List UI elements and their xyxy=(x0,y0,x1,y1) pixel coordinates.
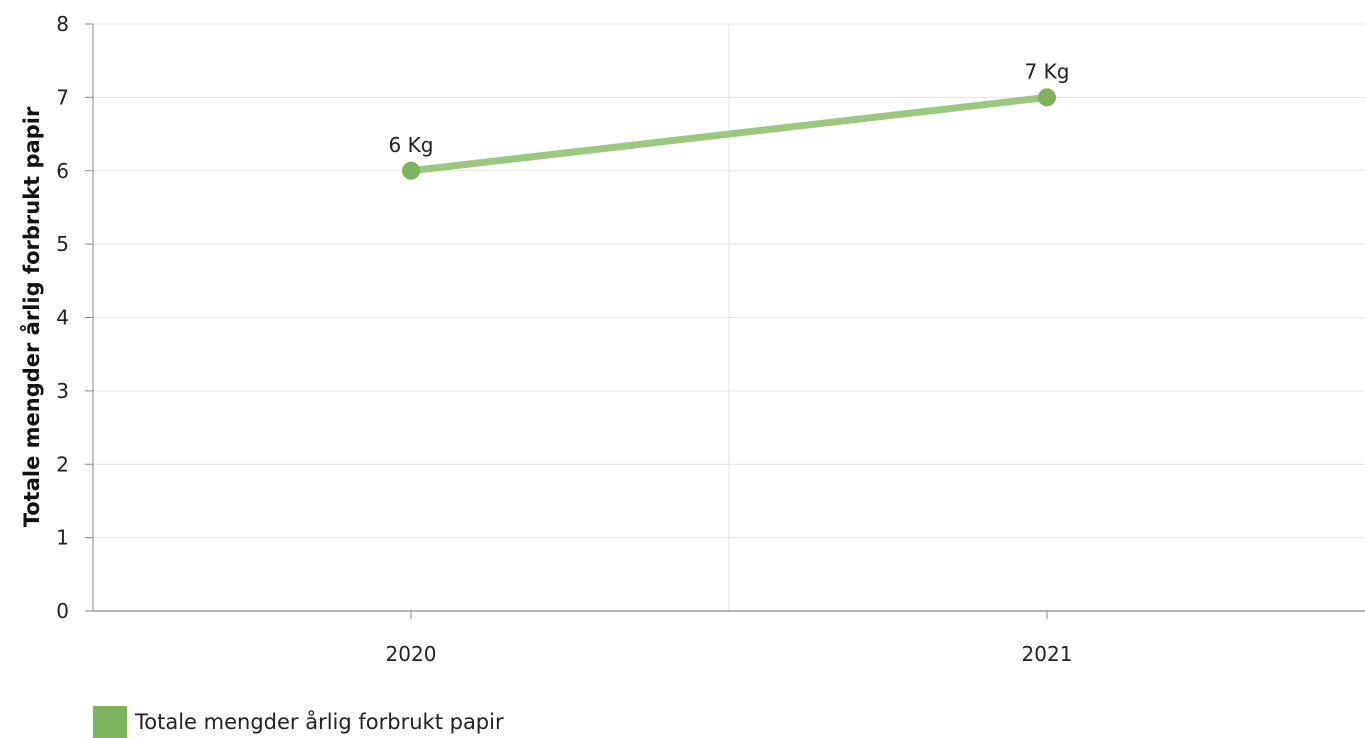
x-axis-ticks: 2020 2021 xyxy=(386,611,1073,666)
y-tick-label: 8 xyxy=(56,12,69,36)
line-chart: 0 1 2 3 4 5 6 7 8 2020 2021 6 Kg 7 Kg Totale mengd… xyxy=(19,12,1365,666)
y-tick-label: 0 xyxy=(56,599,69,623)
y-tick-label: 2 xyxy=(56,452,69,476)
data-label: 6 Kg xyxy=(389,133,434,157)
x-tick-label: 2021 xyxy=(1022,642,1073,666)
legend-swatch xyxy=(93,706,127,738)
y-tick-label: 5 xyxy=(56,232,69,256)
y-tick-label: 1 xyxy=(56,526,69,550)
x-tick-label: 2020 xyxy=(386,642,437,666)
y-tick-label: 7 xyxy=(56,85,69,109)
series-line xyxy=(407,93,1051,175)
data-point xyxy=(1038,88,1056,107)
grid-lines xyxy=(93,23,1365,611)
y-tick-label: 4 xyxy=(56,306,69,330)
y-tick-label: 3 xyxy=(56,379,69,403)
data-point xyxy=(402,161,420,180)
y-tick-label: 6 xyxy=(56,159,69,183)
y-axis-label: Totale mengder årlig forbrukt papir xyxy=(19,106,44,527)
y-axis-ticks: 0 1 2 3 4 5 6 7 8 xyxy=(56,12,93,623)
data-label: 7 Kg xyxy=(1025,59,1070,83)
legend-label: Totale mengder årlig forbrukt papir xyxy=(135,710,504,734)
legend[interactable]: Totale mengder årlig forbrukt papir xyxy=(93,706,504,738)
series-group: 6 Kg 7 Kg xyxy=(389,59,1070,180)
